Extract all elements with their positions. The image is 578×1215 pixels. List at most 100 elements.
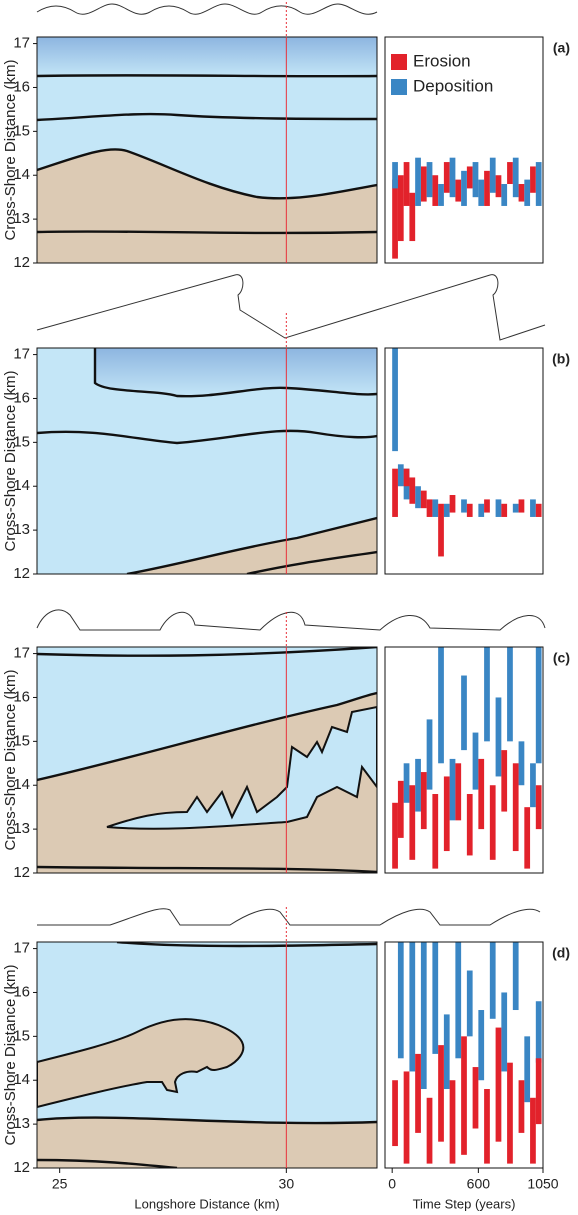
change-cell (426, 1097, 433, 1164)
x-tick-label: 600 (467, 1176, 491, 1192)
map-frame (36, 646, 378, 874)
change-cell (478, 179, 485, 206)
x-tick-label: 0 (388, 1176, 396, 1192)
change-cell (501, 750, 508, 812)
change-cell (449, 157, 456, 198)
y-tick-label: 14 (13, 477, 30, 494)
y-tick-label: 14 (13, 776, 30, 793)
y-tick-label: 15 (13, 1027, 30, 1044)
x-tick-label: 25 (52, 1176, 68, 1192)
change-cell (518, 1080, 525, 1133)
change-cell (495, 1027, 502, 1142)
change-cell (443, 162, 450, 193)
change-cell (392, 162, 398, 189)
change-cell (495, 697, 502, 777)
change-cell (489, 785, 496, 860)
change-cell (478, 503, 485, 517)
y-tick-label: 16 (13, 78, 30, 95)
change-cell (524, 807, 531, 869)
y-tick-label: 14 (13, 1071, 30, 1088)
change-cell (438, 647, 444, 764)
change-cell (478, 758, 485, 830)
change-cell (426, 162, 433, 198)
change-cell (426, 719, 433, 790)
map-panel-c (37, 647, 377, 873)
change-cell (438, 1045, 444, 1142)
change-cell (461, 499, 467, 513)
change-cell (409, 785, 416, 860)
change-cell (409, 192, 416, 242)
change-cell (403, 468, 410, 487)
change-cell (535, 503, 542, 517)
y-tick-label: 13 (13, 521, 30, 538)
change-cell (392, 802, 398, 869)
change-cell (535, 162, 542, 206)
x-tick-label: 30 (279, 1176, 295, 1192)
change-cell (420, 166, 427, 202)
change-cell (524, 179, 531, 206)
y-tick-label: 17 (13, 35, 30, 52)
map-panel-a (37, 37, 377, 263)
map-frame (36, 347, 378, 575)
change-cell (426, 499, 433, 517)
change-cell (415, 486, 421, 509)
change-cell (432, 499, 439, 517)
change-cell (501, 184, 508, 206)
raster-frame (384, 347, 544, 575)
change-cell (535, 1058, 542, 1125)
change-cell (535, 1001, 542, 1063)
change-cell (392, 1080, 398, 1147)
y-tick-label: 12 (13, 565, 30, 582)
change-cell (495, 175, 502, 198)
map-frame (36, 36, 378, 264)
change-cell (524, 1036, 531, 1103)
change-cell (518, 184, 525, 202)
legend-label: Erosion (413, 51, 471, 70)
map-panel-d (37, 942, 377, 1168)
change-cell (449, 1080, 456, 1164)
change-cell (461, 170, 467, 206)
change-cell (420, 772, 427, 830)
y-tick-label: 13 (13, 210, 30, 227)
change-cell (438, 184, 444, 206)
change-cell (518, 741, 525, 786)
change-cell (518, 499, 525, 513)
y-tick-label: 15 (13, 732, 30, 749)
y-tick-label: 15 (13, 122, 30, 139)
change-cell (455, 763, 462, 821)
change-cell (415, 157, 421, 206)
change-cell (415, 758, 421, 812)
legend-label: Deposition (413, 76, 493, 95)
change-cell (507, 1062, 513, 1164)
change-cell (512, 942, 519, 1011)
y-tick-label: 12 (13, 1159, 30, 1176)
y-tick-label: 16 (13, 389, 30, 406)
y-axis-title: Cross-Shore Distance (km) (2, 371, 19, 552)
change-cell (415, 1053, 421, 1133)
change-cell (472, 162, 479, 198)
change-cell (501, 503, 508, 517)
change-cell (449, 758, 456, 821)
y-tick-label: 13 (13, 1115, 30, 1132)
panel-label: (a) (553, 40, 570, 56)
panel-label: (d) (552, 945, 570, 961)
chart-marks: 12 13 14 15 16 17 Cross-Shore Distance (km) (a)… (2, 2, 570, 1211)
raster-frame (384, 941, 544, 1169)
map-panel-b (37, 348, 377, 574)
y-tick-label: 16 (13, 983, 30, 1000)
change-cell (455, 179, 462, 202)
change-cell (397, 464, 404, 487)
change-cell (489, 942, 496, 1019)
change-cell (466, 970, 473, 1037)
change-cell (409, 477, 416, 504)
y-tick-label: 16 (13, 688, 30, 705)
change-cell (432, 794, 439, 869)
change-cell (443, 1014, 450, 1090)
y-tick-label: 14 (13, 166, 30, 183)
change-cell (432, 942, 439, 1054)
change-cell (392, 179, 398, 259)
x-axis-title: Longshore Distance (km) (134, 1196, 279, 1211)
change-cell (392, 468, 398, 517)
panel-label: (b) (552, 351, 570, 367)
